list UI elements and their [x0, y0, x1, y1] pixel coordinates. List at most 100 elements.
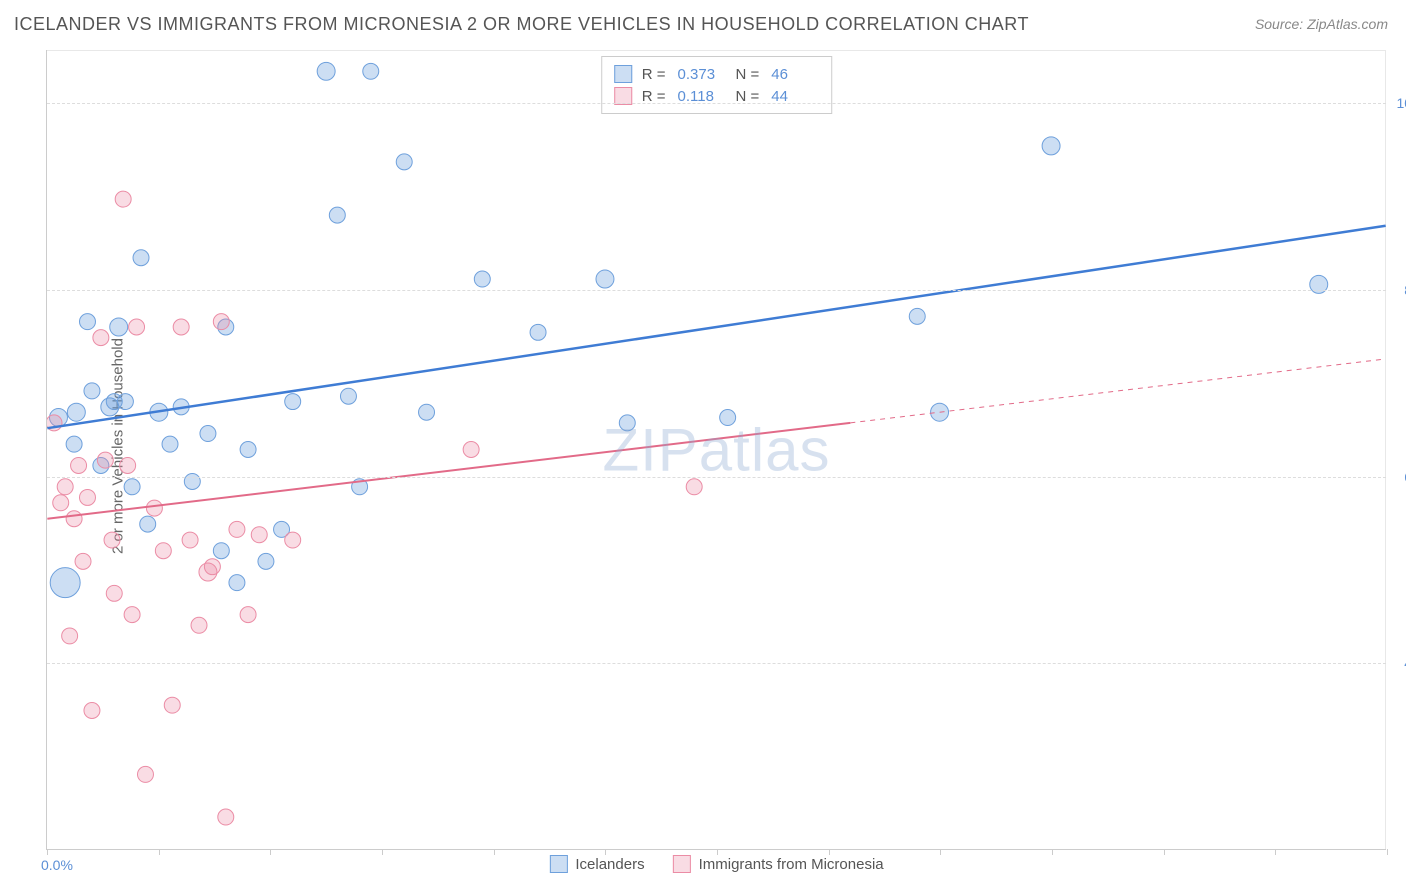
data-point	[93, 330, 109, 346]
x-axis-min-label: 0.0%	[41, 857, 73, 873]
data-point	[62, 628, 78, 644]
x-tick	[717, 849, 718, 855]
gridline	[47, 663, 1386, 664]
data-point	[97, 452, 113, 468]
data-point	[120, 457, 136, 473]
data-point	[619, 415, 635, 431]
x-tick	[940, 849, 941, 855]
data-point	[191, 617, 207, 633]
legend-item: Icelanders	[549, 855, 644, 873]
n-label: N =	[736, 66, 760, 83]
chart-title: ICELANDER VS IMMIGRANTS FROM MICRONESIA …	[14, 14, 1029, 35]
data-point	[396, 154, 412, 170]
legend-swatch	[614, 65, 632, 83]
gridline	[47, 103, 1386, 104]
data-point	[240, 607, 256, 623]
data-point	[686, 479, 702, 495]
legend-label: Immigrants from Micronesia	[699, 856, 884, 873]
trendline	[47, 226, 1385, 428]
data-point	[213, 543, 229, 559]
data-point	[129, 319, 145, 335]
data-point	[124, 479, 140, 495]
data-point	[530, 324, 546, 340]
y-tick-label: 100.0%	[1394, 95, 1406, 111]
data-point	[258, 553, 274, 569]
data-point	[71, 457, 87, 473]
data-point	[720, 410, 736, 426]
data-point	[67, 403, 85, 421]
x-tick	[605, 849, 606, 855]
x-tick	[829, 849, 830, 855]
data-point	[285, 394, 301, 410]
legend-swatch	[549, 855, 567, 873]
gridline	[47, 477, 1386, 478]
data-point	[133, 250, 149, 266]
data-point	[50, 568, 80, 598]
data-point	[57, 479, 73, 495]
data-point	[909, 308, 925, 324]
data-point	[117, 394, 133, 410]
data-point	[140, 516, 156, 532]
x-axis-max-label: 60.0%	[1390, 857, 1406, 873]
data-point	[285, 532, 301, 548]
r-label: R =	[642, 66, 666, 83]
source-label: Source: ZipAtlas.com	[1255, 16, 1388, 32]
data-point	[218, 809, 234, 825]
data-point	[110, 318, 128, 336]
data-point	[213, 314, 229, 330]
x-tick	[47, 849, 48, 855]
x-tick	[270, 849, 271, 855]
legend-item: Immigrants from Micronesia	[673, 855, 884, 873]
data-point	[200, 426, 216, 442]
data-point	[340, 388, 356, 404]
plot-area	[47, 50, 1386, 849]
data-point	[251, 527, 267, 543]
data-point	[146, 500, 162, 516]
data-point	[53, 495, 69, 511]
data-point	[106, 585, 122, 601]
x-tick	[1275, 849, 1276, 855]
data-point	[75, 553, 91, 569]
data-point	[240, 442, 256, 458]
r-value: 0.118	[678, 88, 726, 105]
x-tick	[1164, 849, 1165, 855]
data-point	[104, 532, 120, 548]
data-point	[66, 436, 82, 452]
n-value: 46	[771, 66, 819, 83]
n-label: N =	[736, 88, 760, 105]
data-point	[79, 314, 95, 330]
data-point	[229, 521, 245, 537]
data-point	[229, 575, 245, 591]
r-value: 0.373	[678, 66, 726, 83]
x-tick	[382, 849, 383, 855]
data-point	[419, 404, 435, 420]
n-value: 44	[771, 88, 819, 105]
trendline-extrapolated	[850, 359, 1385, 423]
gridline	[47, 290, 1386, 291]
correlation-legend-row: R = 0.373 N = 46	[614, 63, 820, 85]
data-point	[317, 62, 335, 80]
data-point	[173, 319, 189, 335]
data-point	[463, 442, 479, 458]
x-tick	[494, 849, 495, 855]
data-point	[474, 271, 490, 287]
legend-swatch	[614, 87, 632, 105]
x-tick	[159, 849, 160, 855]
data-point	[66, 511, 82, 527]
data-point	[931, 403, 949, 421]
x-tick	[1052, 849, 1053, 855]
x-tick	[1387, 849, 1388, 855]
series-legend: Icelanders Immigrants from Micronesia	[549, 855, 883, 873]
data-point	[124, 607, 140, 623]
data-point	[84, 383, 100, 399]
data-point	[329, 207, 345, 223]
data-point	[1042, 137, 1060, 155]
data-point	[137, 766, 153, 782]
data-point	[162, 436, 178, 452]
data-point	[84, 703, 100, 719]
data-point	[164, 697, 180, 713]
data-point	[155, 543, 171, 559]
y-tick-label: 82.5%	[1394, 282, 1406, 298]
r-label: R =	[642, 88, 666, 105]
data-point	[182, 532, 198, 548]
